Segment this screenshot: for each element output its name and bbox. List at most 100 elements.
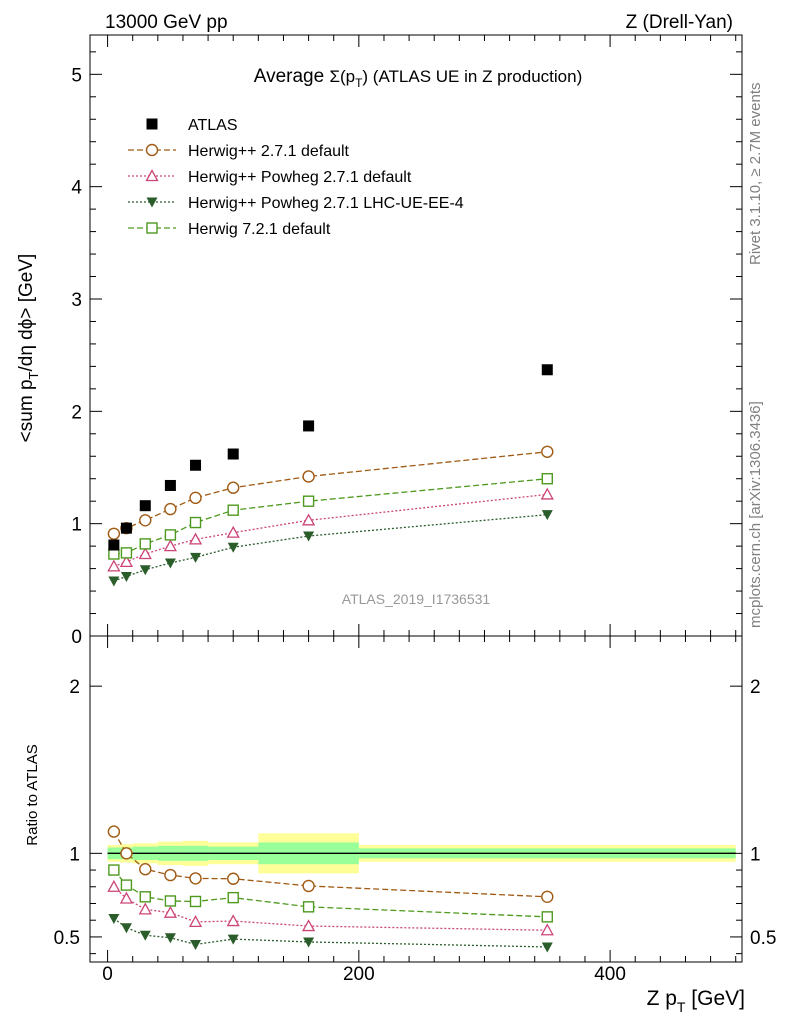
data-point [108, 576, 120, 587]
header-right: Z (Drell-Yan) [626, 12, 733, 33]
ratio-data-point [227, 891, 239, 904]
data-point [164, 558, 176, 569]
ratio-data-point [164, 933, 176, 944]
series-herwig-7-2-1-default [108, 473, 553, 560]
data-point [190, 459, 202, 471]
data-point [139, 500, 151, 512]
legend-marker [146, 118, 158, 130]
series-herwig-2-7-1-default [107, 445, 554, 540]
xlabel-sub: T [677, 999, 686, 1015]
legend-entry: ATLAS [188, 117, 238, 134]
x-axis-label: Z pT [GeV] [647, 987, 745, 1015]
ratio-data-point [188, 915, 203, 928]
data-point [227, 504, 239, 516]
main-title-suffix: ) (ATLAS UE in Z production) [362, 67, 582, 86]
data-point [163, 539, 178, 552]
x-tick-label: 400 [594, 964, 626, 985]
ratio-series-herwig-7-2-1-default [108, 864, 553, 923]
data-point [302, 470, 315, 483]
series-line [113, 493, 548, 567]
data-point [119, 555, 134, 568]
x-tick-label: 0 [102, 964, 113, 985]
legend-entry: Herwig++ 2.7.1 default [188, 143, 350, 160]
ratio-data-point [139, 891, 151, 903]
legend-entry: Herwig 7.2.1 default [188, 221, 331, 238]
ratio-y-tick-label-left: 2 [69, 677, 80, 698]
data-point [139, 514, 152, 527]
ratio-y-tick-label-right: 1 [750, 844, 761, 865]
data-point [227, 448, 239, 460]
ratio-data-point [108, 864, 120, 876]
ylabel-part: <sum p [16, 379, 37, 442]
ratio-data-point [138, 902, 152, 915]
main-y-tick-label: 4 [71, 178, 82, 199]
ratio-series-herwig-powheg-2-7-1-lhc-ue-ee-4 [108, 914, 553, 953]
rivet-label: Rivet 3.1.10, ≥ 2.7M events [747, 83, 764, 266]
ratio-y-axis-label: Ratio to ATLAS [24, 744, 41, 845]
mcplots-label: mcplots.cern.ch [arXiv:1306.3436] [747, 401, 764, 628]
data-point [120, 547, 133, 559]
legend-marker [145, 169, 159, 182]
ratio-data-point [139, 863, 152, 876]
main-y-axis-label: <sum pT/dη dϕ> [GeV] [16, 254, 41, 443]
main-y-tick-label: 2 [71, 402, 82, 423]
data-point [164, 502, 177, 516]
ratio-data-point [303, 937, 315, 948]
ratio-y-tick-label-right: 2 [750, 677, 761, 698]
ratio-series-herwig-2-7-1-default [107, 825, 554, 903]
main-title-sigma-sub: T [355, 76, 363, 90]
ratio-data-point [107, 879, 121, 892]
ylabel-part: /dη dϕ> [GeV] [16, 254, 37, 372]
ratio-data-point [189, 895, 202, 908]
series-herwig-powheg-2-7-1-lhc-ue-ee-4 [108, 510, 553, 587]
data-point [107, 527, 121, 540]
legend: ATLAS Herwig++ 2.7.1 default Herwig++ Powh… [128, 117, 464, 238]
legend-marker [146, 197, 158, 208]
data-point [120, 522, 132, 534]
data-point [190, 552, 202, 563]
ratio-frame [89, 635, 743, 963]
data-point [541, 473, 553, 485]
data-point [303, 420, 315, 432]
legend-marker [145, 143, 159, 157]
ratio-series-herwig-powheg-2-7-1-default [107, 879, 554, 936]
data-point [540, 487, 554, 500]
ratio-data-point [120, 923, 132, 934]
series-line [113, 451, 548, 535]
data-point [189, 491, 202, 505]
data-point [107, 559, 121, 572]
ratio-data-point [541, 942, 553, 953]
data-point [164, 479, 176, 491]
watermark: ATLAS_2019_I1736531 [342, 591, 491, 607]
ratio-y-tick-label-left: 1 [69, 844, 80, 865]
data-point [541, 364, 553, 376]
data-point [226, 525, 240, 538]
data-point [541, 445, 554, 458]
ratio-data-point [541, 911, 553, 923]
ratio-y-tick-label-right: 0.5 [750, 928, 776, 949]
main-y-tick-label: 3 [71, 290, 82, 311]
data-point [120, 571, 132, 582]
data-point [108, 539, 120, 551]
series-herwig-powheg-2-7-1-default [107, 487, 554, 572]
legend-entry: Herwig++ Powheg 2.7.1 default [188, 169, 412, 186]
ratio-data-point [227, 872, 240, 885]
data-point [139, 565, 151, 576]
ratio-series-line [113, 918, 548, 948]
ratio-plot-area: 0 200 400 0.5 0.5 1 1 2 2 [54, 635, 776, 985]
ratio-data-point [189, 872, 202, 885]
data-point [541, 510, 553, 521]
series-line [113, 478, 548, 555]
ratio-data-point [107, 825, 121, 838]
xlabel-part: Z p [647, 987, 677, 1010]
main-y-tick-label: 0 [71, 627, 82, 648]
data-point [301, 513, 316, 526]
data-point [227, 481, 240, 494]
main-y-tick-label: 5 [71, 65, 82, 86]
series-line [113, 514, 548, 582]
ratio-data-point [301, 919, 316, 932]
header-left: 13000 GeV pp [105, 12, 228, 33]
main-title-prefix: Average [254, 66, 330, 87]
ratio-data-point [120, 847, 133, 860]
